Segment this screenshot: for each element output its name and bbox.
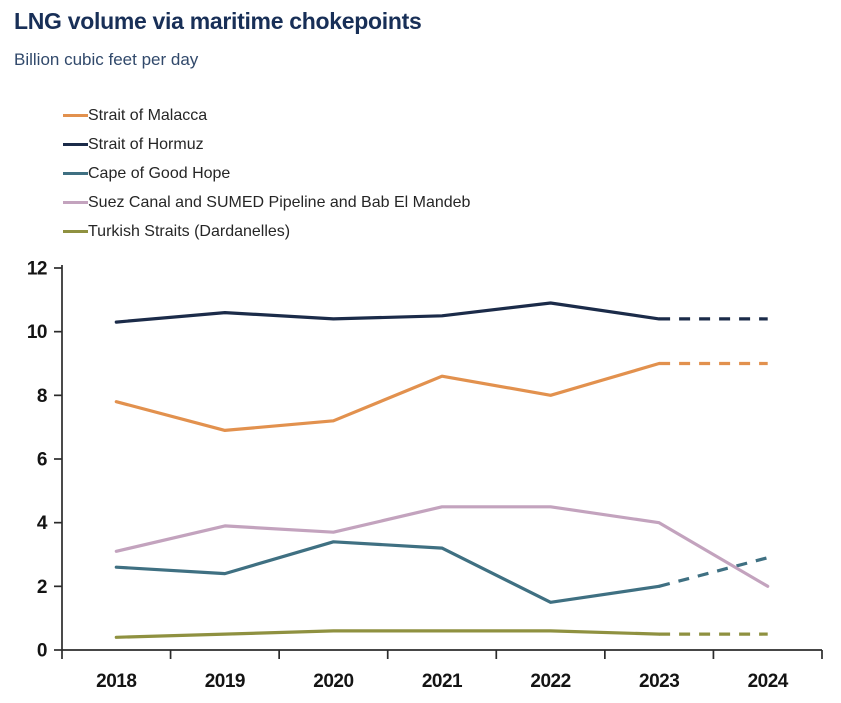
legend-label: Suez Canal and SUMED Pipeline and Bab El… — [88, 193, 471, 211]
legend-swatch-icon — [63, 143, 88, 146]
chart-title: LNG volume via maritime chokepoints — [14, 8, 422, 34]
x-axis-tick-label: 2023 — [639, 671, 679, 692]
x-axis-tick-label: 2019 — [205, 671, 245, 692]
series-line-solid — [114, 301, 661, 324]
legend-item-strait-of-hormuz: Strait of Hormuz — [63, 130, 470, 159]
x-axis-tick-label: 2021 — [422, 671, 463, 692]
series-line-solid — [114, 629, 661, 639]
series-line-solid — [114, 361, 661, 432]
x-axis-tick-label: 2020 — [313, 671, 353, 692]
y-axis-tick-label: 8 — [37, 386, 47, 407]
legend-label: Cape of Good Hope — [88, 164, 231, 182]
chart-subtitle: Billion cubic feet per day — [14, 50, 199, 69]
series-line-solid — [114, 540, 661, 604]
legend-label: Turkish Straits (Dardanelles) — [88, 222, 291, 240]
legend-item-strait-of-malacca: Strait of Malacca — [63, 101, 470, 130]
legend-swatch-icon — [63, 114, 88, 117]
legend-item-cape-of-good-hope: Cape of Good Hope — [63, 159, 470, 188]
y-axis-tick-label: 2 — [37, 577, 47, 598]
x-axis-tick-label: 2024 — [748, 671, 789, 692]
y-axis-tick-label: 10 — [27, 322, 47, 343]
legend-swatch-icon — [63, 201, 88, 204]
series-line-dashed-forecast — [658, 556, 769, 588]
x-axis-tick-label: 2018 — [96, 671, 136, 692]
legend-swatch-icon — [63, 230, 88, 233]
legend-swatch-icon — [63, 172, 88, 175]
legend-label: Strait of Hormuz — [88, 135, 204, 153]
y-axis-tick-label: 6 — [37, 450, 47, 471]
legend-item-turkish-straits: Turkish Straits (Dardanelles) — [63, 217, 470, 246]
legend: Strait of Malacca Strait of Hormuz Cape … — [63, 101, 470, 246]
legend-label: Strait of Malacca — [88, 106, 208, 124]
x-axis-tick-label: 2022 — [530, 671, 570, 692]
y-axis-tick-label: 12 — [27, 259, 47, 280]
series-line-solid — [114, 505, 770, 588]
y-axis-tick-label: 0 — [37, 641, 47, 662]
legend-item-suez-canal: Suez Canal and SUMED Pipeline and Bab El… — [63, 188, 470, 217]
y-axis-tick-label: 4 — [37, 513, 48, 534]
